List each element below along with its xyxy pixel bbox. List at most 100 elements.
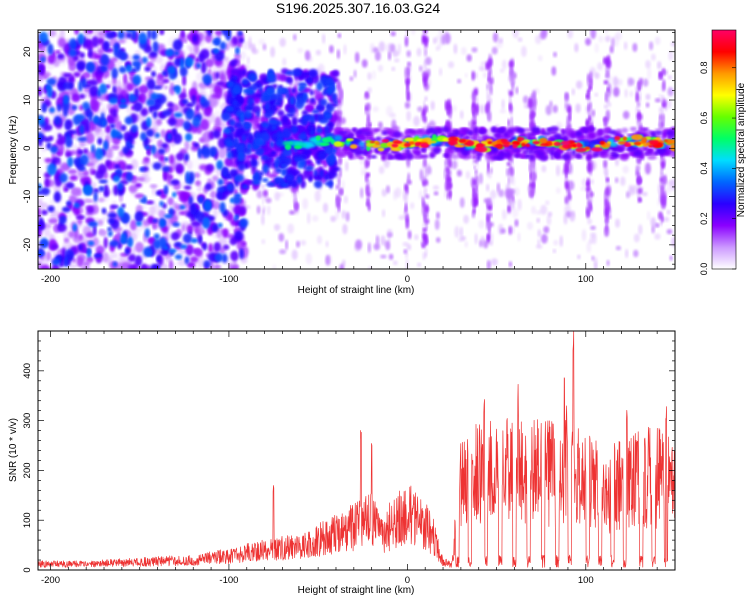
heatmap-cell <box>291 68 302 77</box>
heatmap-cell <box>152 218 159 223</box>
heatmap-cell <box>158 237 167 249</box>
heatmap-cell <box>184 140 190 151</box>
heatmap-cell <box>451 160 458 170</box>
heatmap-cell <box>485 103 490 114</box>
heatmap-cell <box>152 162 162 171</box>
heatmap-cell <box>662 79 666 92</box>
heatmap-cell <box>185 244 194 256</box>
heatmap-cell <box>464 134 471 140</box>
heatmap-cell <box>546 127 553 132</box>
heatmap-cell <box>234 230 244 241</box>
heatmap-cell <box>225 106 235 112</box>
heatmap-cell <box>271 124 278 131</box>
heatmap-cell <box>161 225 169 234</box>
heatmap-cell <box>176 152 185 161</box>
heatmap-cell <box>348 153 354 160</box>
heatmap-cell <box>306 104 315 112</box>
heatmap-cell <box>375 235 380 246</box>
heatmap-cell <box>153 233 160 240</box>
heatmap-cell <box>145 145 151 150</box>
heatmap-cell <box>366 196 370 208</box>
heatmap-cell <box>490 189 497 199</box>
heatmap-cell <box>65 182 75 189</box>
heatmap-cell <box>203 105 212 117</box>
heatmap-cell <box>419 168 424 181</box>
figure-title: S196.2025.307.16.03.G24 <box>276 0 440 16</box>
heatmap-cell <box>531 171 537 182</box>
heatmap-cell <box>613 86 620 97</box>
heatmap-cell <box>110 204 119 209</box>
heatmap-cell <box>167 101 174 108</box>
heatmap-cell <box>464 241 468 248</box>
heatmap-cell <box>584 150 594 155</box>
heatmap-cell <box>46 78 57 86</box>
heatmap-cell <box>333 141 342 148</box>
heatmap-cell <box>535 244 543 249</box>
heatmap-cell <box>273 101 282 106</box>
heatmap-cell <box>386 185 390 194</box>
heatmap-cell <box>140 263 149 269</box>
heatmap-cell <box>594 144 601 148</box>
heatmap-cell <box>391 66 396 72</box>
heatmap-cell <box>162 109 172 117</box>
heatmap-cell <box>85 162 96 167</box>
heatmap-cell <box>282 57 287 66</box>
heatmap-cell <box>127 236 134 248</box>
heatmap-cell <box>490 258 498 266</box>
heatmap-cell <box>466 130 474 135</box>
heatmap-cell <box>158 218 166 228</box>
heatmap-cell <box>398 215 405 221</box>
heatmap-cell <box>319 142 331 146</box>
heatmap-cell <box>155 56 163 64</box>
heatmap-cell <box>666 184 672 194</box>
heatmap-cell <box>611 153 620 158</box>
heatmap-cell <box>196 185 203 193</box>
heatmap-cell <box>250 159 259 168</box>
heatmap-cell <box>313 180 323 189</box>
heatmap-cell <box>565 162 569 173</box>
heatmap-cell <box>265 197 272 204</box>
heatmap-cell <box>40 187 50 196</box>
heatmap-cell <box>247 97 255 107</box>
heatmap-cell <box>128 185 138 193</box>
heatmap-cell <box>161 165 171 173</box>
heatmap-cell <box>464 73 468 78</box>
heatmap-cell <box>65 151 73 158</box>
heatmap-cell <box>254 149 262 156</box>
heatmap-cell <box>329 152 335 161</box>
heatmap-cell <box>442 153 448 158</box>
heatmap-cell <box>330 166 341 172</box>
heatmap-cell <box>547 211 553 217</box>
heatmap-cell <box>219 201 226 214</box>
heatmap-cell <box>148 105 154 114</box>
heatmap-cell <box>152 85 163 90</box>
heatmap-cell <box>326 104 335 113</box>
heatmap-cell <box>177 248 187 254</box>
heatmap-cell <box>214 87 223 99</box>
heatmap-cell <box>472 100 475 109</box>
heatmap-cell <box>638 196 642 203</box>
heatmap-cell <box>535 34 542 45</box>
heatmap-cell <box>423 115 427 124</box>
heatmap-cell <box>241 78 250 86</box>
heatmap-cell <box>262 164 269 174</box>
heatmap-cell <box>106 115 115 125</box>
heatmap-cell <box>639 77 643 86</box>
heatmap-cell <box>624 88 628 98</box>
heatmap-cell <box>404 202 408 211</box>
heatmap-cell <box>180 30 185 39</box>
heatmap-cell <box>418 190 423 200</box>
heatmap-cell <box>146 98 156 107</box>
heatmap-cell <box>638 85 641 92</box>
heatmap-cell <box>230 265 239 269</box>
heatmap-cell <box>120 261 131 269</box>
heatmap-cell <box>502 209 507 221</box>
heatmap-cell <box>604 198 608 209</box>
heatmap-cell <box>589 203 592 211</box>
heatmap-cell <box>72 55 79 62</box>
heatmap-cell <box>358 141 366 147</box>
heatmap-cell <box>175 85 181 95</box>
heatmap-cell <box>658 211 663 221</box>
